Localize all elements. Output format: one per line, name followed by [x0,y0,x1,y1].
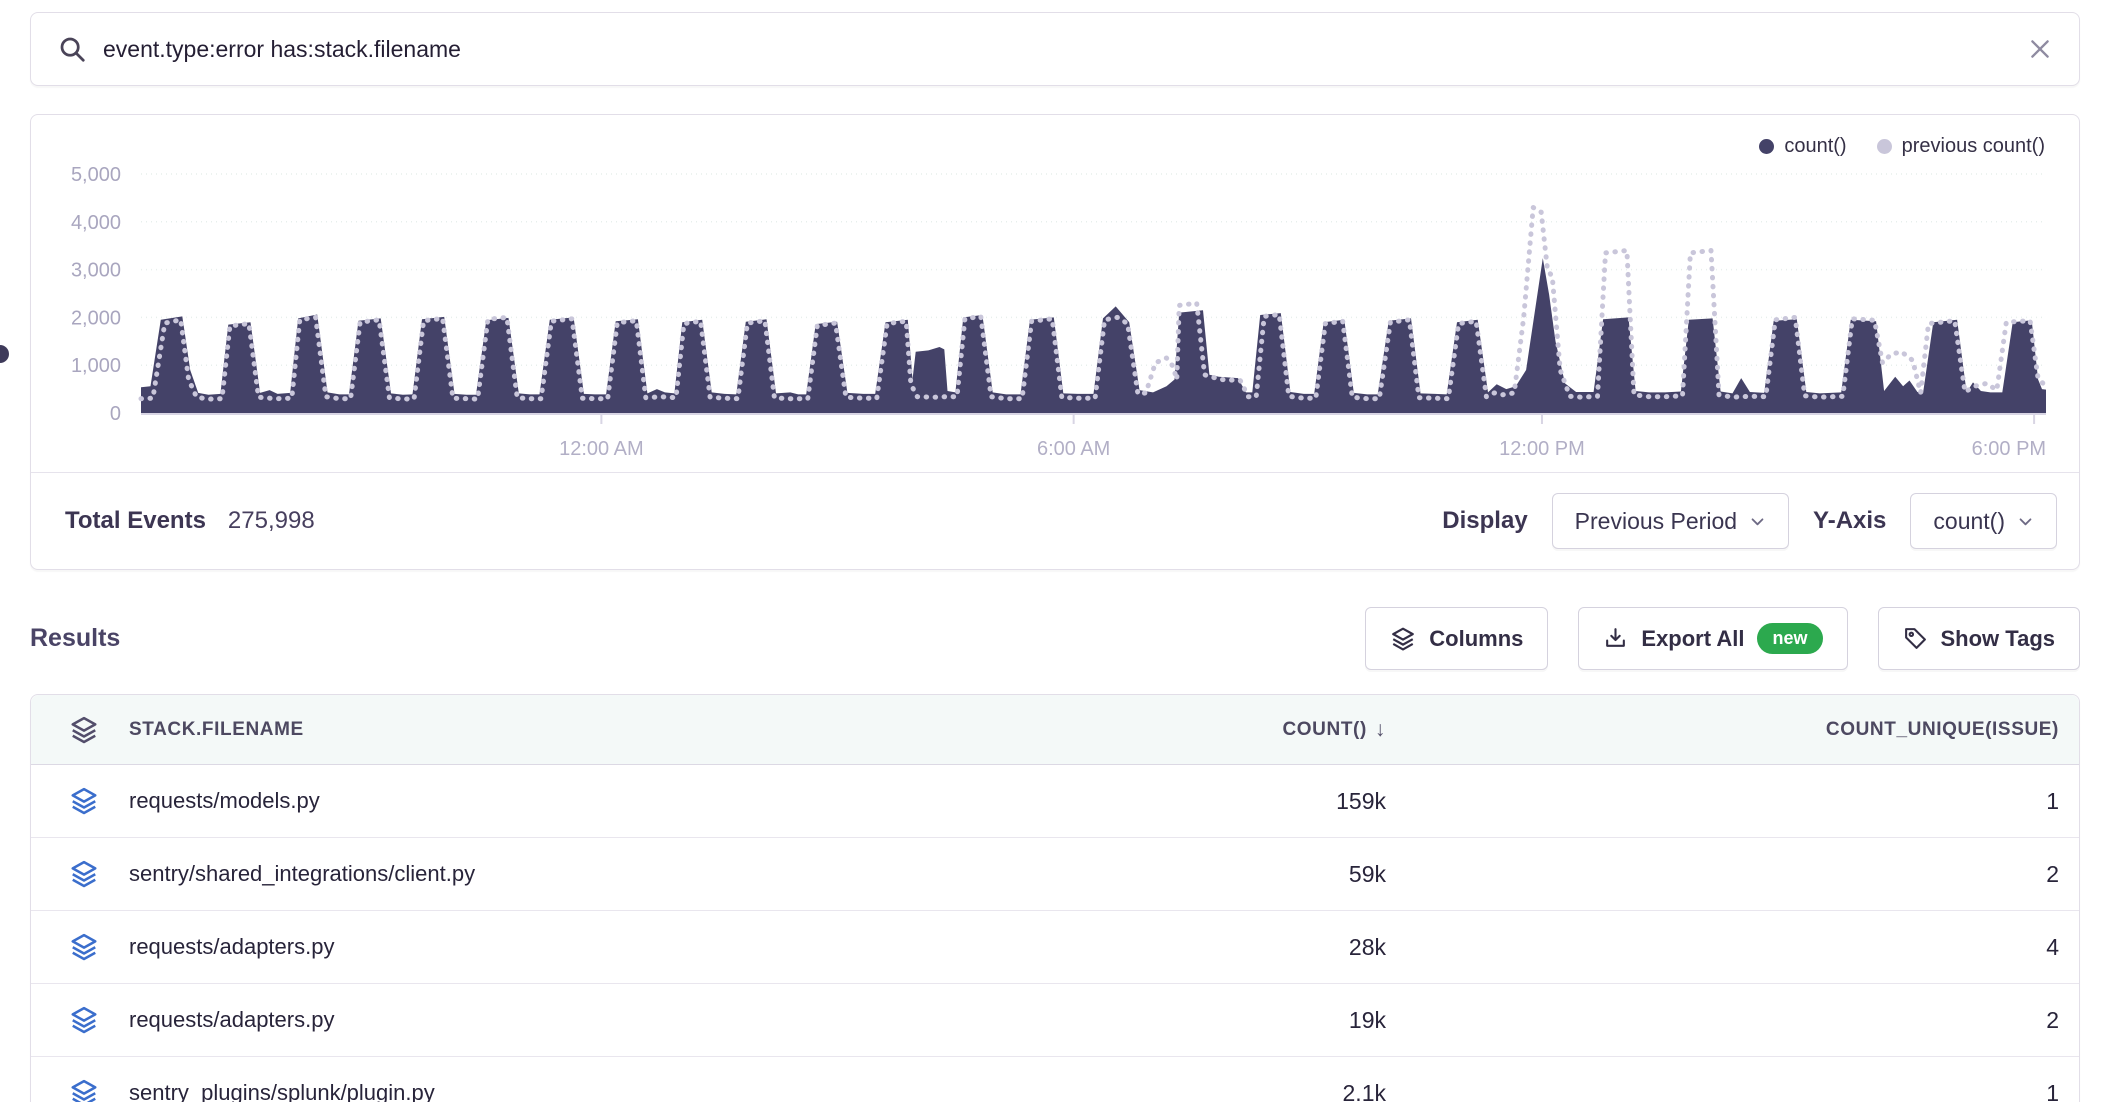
export-all-button[interactable]: Export All new [1578,607,1848,670]
events-chart[interactable]: 0 1,000 2,000 3,000 4,000 5,000 12:00 AM 6:00 A… [31,115,2078,471]
svg-text:4,000: 4,000 [71,212,121,234]
chevron-down-icon [2019,517,2032,525]
cell-count: 28k [1348,933,1386,960]
svg-text:6:00 AM: 6:00 AM [1037,438,1110,460]
table-row[interactable]: sentry_plugins/splunk/plugin.py 2.1k 1 [31,1057,2079,1102]
table-row[interactable]: requests/adapters.py 28k 4 [31,911,2079,984]
column-header-count-unique-issue[interactable]: COUNT_UNIQUE(ISSUE) [1825,718,2059,740]
previous-count-series-dot [1876,139,1892,154]
legend-count[interactable]: count() [1759,135,1847,158]
cell-count-unique: 1 [2046,1079,2059,1102]
export-all-button-label: Export All [1641,625,1745,651]
cell-count-unique: 2 [2046,1006,2059,1033]
chart-footer: Total Events 275,998 Display Previous Pe… [31,472,2079,569]
display-label: Display [1442,507,1528,534]
cell-stack-filename[interactable]: requests/models.py [129,788,320,813]
cell-stack-filename[interactable]: requests/adapters.py [129,1007,335,1032]
results-table: STACK.FILENAME COUNT() ↓ COUNT_UNIQUE(IS… [30,694,2080,1102]
table-row[interactable]: sentry/shared_integrations/client.py 59k… [31,838,2079,911]
sort-desc-icon: ↓ [1374,717,1386,741]
cell-count-unique: 1 [2046,787,2059,814]
svg-text:12:00 PM: 12:00 PM [1499,438,1585,460]
svg-text:5,000: 5,000 [71,164,121,186]
cell-count: 59k [1348,860,1386,887]
new-badge: new [1757,623,1823,654]
results-title: Results [30,624,121,652]
cell-count: 19k [1348,1006,1386,1033]
results-bar: Results Columns Export All new Show Tags [30,607,2080,670]
svg-text:12:00 AM: 12:00 AM [559,438,644,460]
left-edge-dot [0,345,9,363]
svg-text:6:00 PM: 6:00 PM [1972,438,2046,460]
layers-icon [1392,627,1415,650]
search-bar [30,12,2080,86]
cell-count: 2.1k [1342,1079,1386,1102]
show-tags-button-label: Show Tags [1940,625,2056,651]
stack-column-icon [69,715,99,745]
chart-legend: count() previous count() [1759,135,2045,158]
yaxis-dropdown[interactable]: count() [1910,493,2057,549]
total-events-label: Total Events [65,507,206,534]
count-series-dot [1759,139,1775,154]
svg-text:0: 0 [110,403,121,425]
svg-text:1,000: 1,000 [71,355,121,377]
stack-row-icon [69,859,99,889]
clear-search-icon[interactable] [2027,36,2053,62]
yaxis-dropdown-value: count() [1933,507,2005,534]
search-icon [57,34,87,64]
stack-row-icon [69,786,99,816]
yaxis-label: Y-Axis [1813,507,1887,534]
stack-row-icon [69,1005,99,1035]
cell-stack-filename[interactable]: requests/adapters.py [129,934,335,959]
total-events-value: 275,998 [227,507,315,534]
stack-row-icon [69,932,99,962]
legend-count-label: count() [1784,135,1847,157]
column-header-count[interactable]: COUNT() ↓ [1146,718,1386,742]
cell-stack-filename[interactable]: sentry/shared_integrations/client.py [129,861,476,886]
display-dropdown[interactable]: Previous Period [1551,493,1790,549]
tag-icon [1904,628,1926,649]
legend-previous-count-label: previous count() [1901,135,2045,157]
cell-stack-filename[interactable]: sentry_plugins/splunk/plugin.py [129,1080,435,1102]
download-icon [1606,628,1626,647]
events-chart-card: count() previous count() 0 1,000 2,000 3,00… [30,114,2080,570]
legend-previous-count[interactable]: previous count() [1876,135,2045,158]
table-row[interactable]: requests/models.py 159k 1 [31,765,2079,838]
table-row[interactable]: requests/adapters.py 19k 2 [31,984,2079,1057]
stack-row-icon [69,1078,99,1102]
cell-count-unique: 2 [2046,860,2059,887]
column-header-stack-filename[interactable]: STACK.FILENAME [129,718,304,740]
svg-text:3,000: 3,000 [71,260,121,282]
results-table-body: requests/models.py 159k 1 sentry/shared_… [31,765,2079,1102]
columns-button-label: Columns [1429,625,1524,651]
svg-text:2,000: 2,000 [71,307,121,329]
cell-count: 159k [1336,787,1386,814]
table-header-row: STACK.FILENAME COUNT() ↓ COUNT_UNIQUE(IS… [31,695,2079,765]
search-input[interactable] [103,35,2027,63]
chevron-down-icon [1751,517,1764,525]
display-dropdown-value: Previous Period [1574,507,1738,534]
count-header-label: COUNT() [1282,718,1367,740]
show-tags-button[interactable]: Show Tags [1877,607,2080,670]
cell-count-unique: 4 [2046,933,2059,960]
columns-button[interactable]: Columns [1365,607,1549,670]
